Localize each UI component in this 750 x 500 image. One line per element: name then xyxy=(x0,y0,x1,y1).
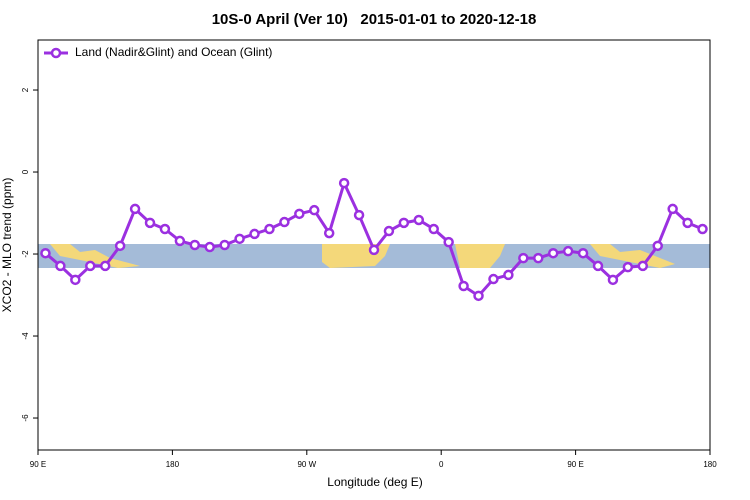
x-axis-label: Longitude (deg E) xyxy=(327,475,422,489)
legend-label: Land (Nadir&Glint) and Ocean (Glint) xyxy=(75,45,272,59)
point xyxy=(264,223,275,235)
point xyxy=(533,252,544,264)
series-line xyxy=(44,178,704,298)
point xyxy=(204,241,215,253)
point xyxy=(55,260,66,272)
point xyxy=(473,290,484,302)
point xyxy=(279,216,290,228)
point xyxy=(413,214,425,226)
legend-marker xyxy=(50,47,62,59)
point xyxy=(562,245,574,257)
land xyxy=(50,244,140,268)
x-tick-label: 90 E xyxy=(567,460,583,469)
y-tick-label: 2 xyxy=(21,87,30,92)
point xyxy=(189,239,201,251)
point xyxy=(174,235,186,247)
point xyxy=(234,233,245,245)
chart-title: 10S-0 April (Ver 10) 2015-01-01 to 2020-… xyxy=(212,11,537,28)
point xyxy=(114,240,126,252)
point xyxy=(488,273,499,285)
plot-frame xyxy=(37,39,711,451)
point xyxy=(294,208,305,220)
point xyxy=(70,274,81,286)
point xyxy=(219,239,230,251)
point xyxy=(99,260,111,272)
point xyxy=(577,247,589,259)
y-tick-label: -2 xyxy=(21,250,30,258)
point xyxy=(518,252,529,264)
point xyxy=(622,261,634,273)
point xyxy=(144,217,156,229)
point xyxy=(368,244,380,256)
y-tick-label: -4 xyxy=(21,332,30,340)
y-tick-label: 0 xyxy=(21,169,30,174)
point xyxy=(398,217,410,229)
y-axis-label: XCO2 - MLO trend (ppm) xyxy=(0,178,14,313)
point xyxy=(85,260,96,272)
land xyxy=(455,244,505,268)
point xyxy=(592,260,604,272)
point xyxy=(129,203,141,215)
point xyxy=(547,247,559,259)
point xyxy=(40,247,51,259)
point xyxy=(652,240,663,252)
point xyxy=(458,280,469,292)
x-tick-label: 0 xyxy=(439,460,444,469)
y-tick-label: -6 xyxy=(21,414,30,422)
point xyxy=(503,269,514,281)
x-tick-label: 90 W xyxy=(297,460,316,469)
x-tick-label: 90 E xyxy=(30,460,46,469)
x-tick-label: 180 xyxy=(703,460,717,469)
point xyxy=(309,204,320,216)
point xyxy=(249,228,260,240)
point xyxy=(338,177,350,189)
point xyxy=(637,260,649,272)
point xyxy=(697,223,708,235)
point xyxy=(383,225,395,237)
point xyxy=(353,209,365,221)
point xyxy=(667,203,678,215)
point xyxy=(159,223,171,235)
land xyxy=(590,244,675,268)
point xyxy=(607,274,619,286)
x-tick-label: 180 xyxy=(166,460,180,469)
point xyxy=(443,236,454,248)
point xyxy=(428,223,439,235)
point xyxy=(323,227,335,239)
point xyxy=(682,217,693,229)
